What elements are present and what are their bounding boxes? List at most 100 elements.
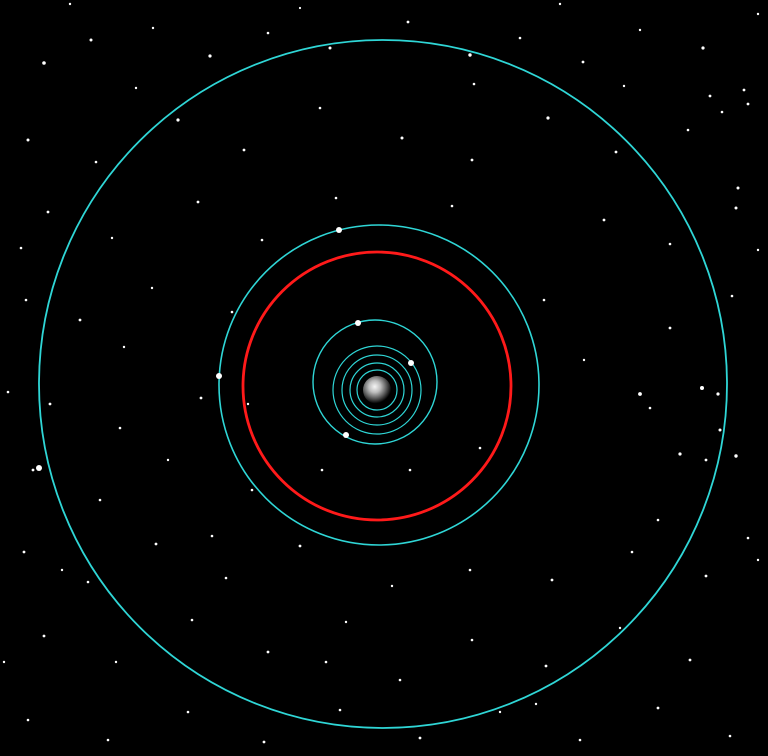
star	[49, 403, 52, 406]
star	[176, 118, 179, 121]
star	[208, 54, 211, 57]
star	[151, 287, 153, 289]
orbit-marker	[355, 320, 361, 326]
star	[345, 621, 347, 623]
orbit-markers-layer	[36, 227, 414, 471]
star	[123, 346, 125, 348]
star	[27, 139, 30, 142]
star	[231, 311, 234, 314]
star	[639, 29, 641, 31]
star	[299, 545, 302, 548]
star	[657, 707, 660, 710]
star	[99, 499, 102, 502]
star	[721, 111, 724, 114]
star	[737, 187, 740, 190]
star	[701, 46, 704, 49]
star	[115, 661, 117, 663]
star	[7, 391, 10, 394]
star	[678, 452, 681, 455]
orbit-svg	[0, 0, 768, 756]
star	[649, 407, 652, 410]
star	[43, 635, 46, 638]
star	[20, 247, 23, 250]
star	[757, 13, 759, 15]
star	[155, 543, 158, 546]
star	[329, 47, 332, 50]
star	[615, 151, 618, 154]
star	[709, 95, 712, 98]
orbit-marker	[36, 465, 42, 471]
star	[546, 116, 549, 119]
star	[251, 489, 254, 492]
star	[471, 639, 474, 642]
star	[579, 739, 582, 742]
orbit-marker	[408, 360, 414, 366]
star	[152, 27, 154, 29]
star	[111, 237, 113, 239]
star	[243, 149, 246, 152]
star	[3, 661, 5, 663]
orbit-marker	[216, 373, 222, 379]
star	[469, 569, 472, 572]
orbit-marker	[343, 432, 349, 438]
star	[25, 299, 28, 302]
star	[247, 403, 249, 405]
star	[451, 205, 454, 208]
star	[32, 469, 35, 472]
central-body-sphere	[363, 376, 391, 404]
star	[119, 427, 122, 430]
star	[267, 32, 270, 35]
orbit-marker	[336, 227, 342, 233]
star	[473, 83, 476, 86]
star	[735, 207, 738, 210]
star	[499, 711, 501, 713]
star	[90, 39, 93, 42]
star	[669, 243, 672, 246]
star	[551, 579, 554, 582]
central-body	[361, 374, 393, 406]
star	[545, 665, 548, 668]
star	[729, 735, 732, 738]
star	[107, 739, 110, 742]
star	[757, 559, 759, 561]
star	[535, 703, 537, 705]
star	[399, 679, 402, 682]
star	[657, 519, 660, 522]
star	[87, 581, 90, 584]
star	[719, 429, 722, 432]
star	[468, 53, 471, 56]
star	[689, 659, 692, 662]
star	[61, 569, 63, 571]
star	[135, 87, 137, 89]
star	[69, 3, 71, 5]
star	[747, 103, 750, 106]
star	[299, 7, 301, 9]
star	[409, 469, 412, 472]
star	[27, 719, 30, 722]
star	[197, 201, 200, 204]
star	[700, 386, 704, 390]
star	[479, 447, 482, 450]
star	[191, 619, 194, 622]
star	[263, 741, 266, 744]
star	[757, 249, 759, 251]
star	[743, 89, 746, 92]
star	[95, 161, 98, 164]
stars-layer	[3, 3, 759, 744]
star	[261, 239, 264, 242]
star	[747, 537, 750, 540]
star	[705, 459, 708, 462]
star	[407, 21, 410, 24]
star	[583, 359, 585, 361]
star	[167, 459, 169, 461]
star	[401, 137, 404, 140]
star	[23, 551, 26, 554]
star	[339, 709, 342, 712]
star	[543, 299, 546, 302]
star	[267, 651, 270, 654]
star	[603, 219, 606, 222]
star	[42, 61, 46, 65]
star	[211, 535, 214, 538]
star	[419, 737, 422, 740]
orbit-diagram	[0, 0, 768, 756]
